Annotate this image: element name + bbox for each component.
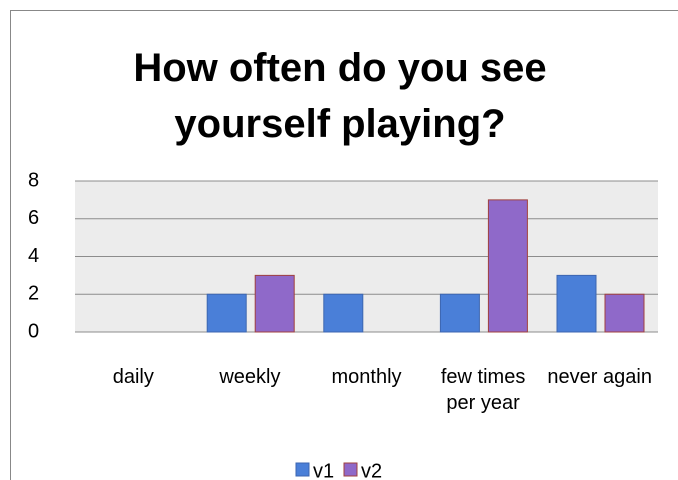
chart-title: How often do you see yourself playing?	[133, 46, 547, 146]
y-tick-label: 0	[28, 320, 39, 342]
bar	[604, 293, 645, 333]
y-tick-label: 6	[28, 207, 39, 229]
bar	[556, 274, 597, 333]
y-tick-label: 8	[28, 169, 39, 191]
y-tick-label: 4	[28, 245, 39, 267]
y-tick-label: 2	[28, 283, 39, 305]
bar	[206, 293, 247, 333]
bar	[254, 274, 295, 333]
legend-label: v1	[313, 460, 334, 480]
legend-swatch	[343, 462, 358, 477]
legend-label: v2	[361, 460, 382, 480]
x-tick-label: daily	[112, 366, 154, 388]
legend-swatch	[295, 462, 310, 477]
x-tick-label: never again	[547, 366, 652, 388]
bar	[487, 199, 528, 333]
bar	[323, 293, 364, 333]
x-tick-label: weekly	[219, 366, 281, 388]
x-tick-label: monthly	[331, 366, 402, 388]
x-tick-label: few times per year	[440, 366, 526, 414]
bar	[439, 293, 480, 333]
